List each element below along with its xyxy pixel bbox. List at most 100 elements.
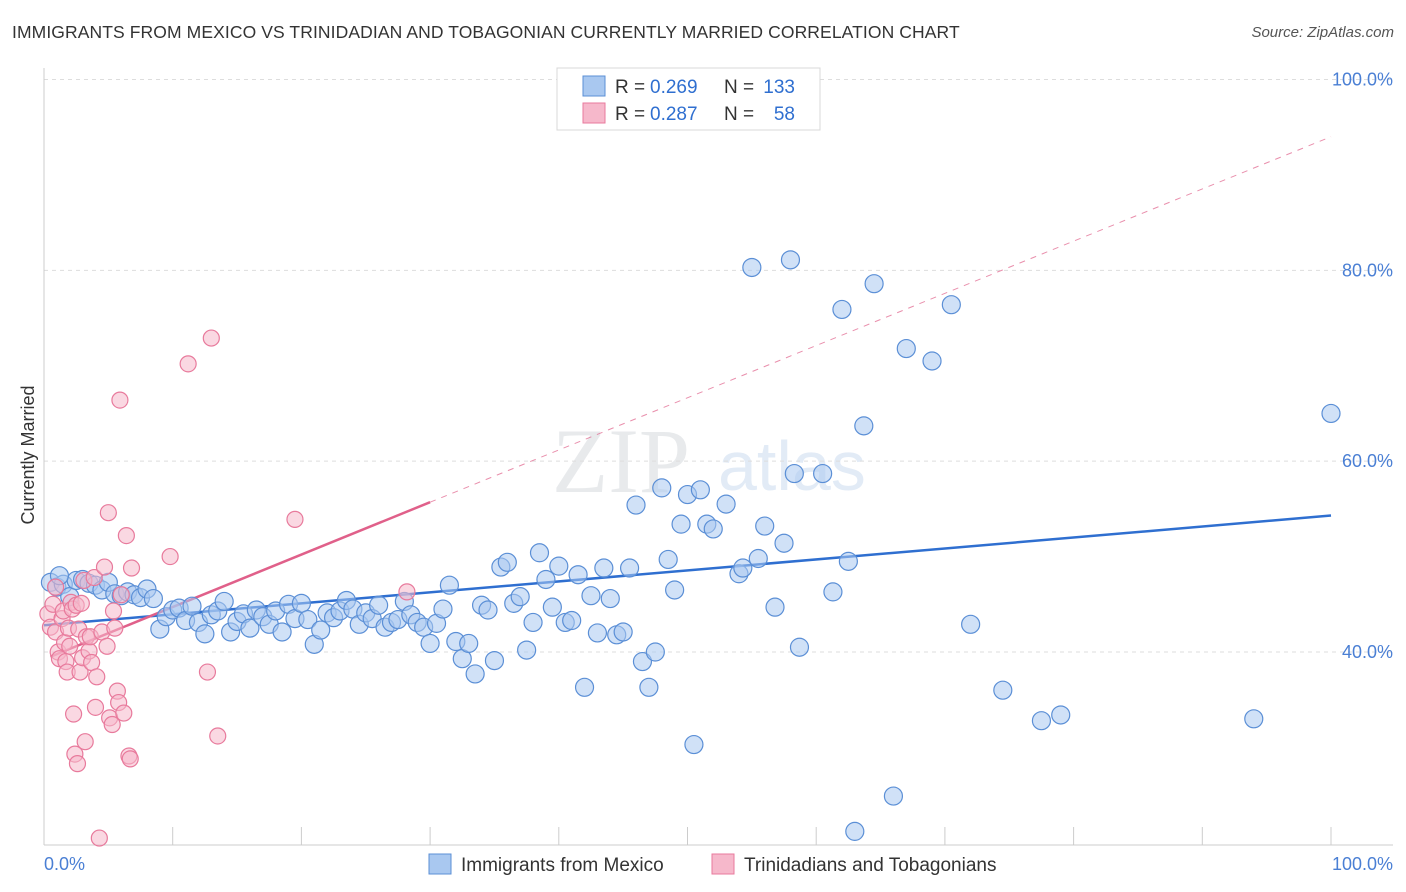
mexico-point-24 — [195, 624, 215, 644]
trinidad-point-50 — [161, 547, 179, 566]
x-tick-marks — [43, 827, 1332, 845]
grid — [44, 79, 1393, 653]
mexico-point-90 — [619, 558, 640, 578]
legend-n-value-1: 133 — [763, 77, 795, 98]
mexico-point-96 — [658, 549, 678, 570]
trinidad-point-30 — [86, 698, 105, 716]
mexico-point-112 — [780, 250, 801, 270]
mexico-point-114 — [789, 637, 810, 657]
trinidad-point-45 — [115, 704, 133, 722]
mexico-point-75 — [523, 612, 543, 633]
mexico-point-125 — [941, 295, 961, 315]
mexico-point-78 — [542, 597, 562, 617]
mexico-point-16 — [143, 588, 163, 609]
trinidad-point-31 — [88, 668, 106, 686]
mexico-point-109 — [755, 516, 775, 536]
mexico-point-113 — [784, 463, 804, 484]
bottom-legend-swatch-blue — [428, 853, 452, 875]
mexico-point-110 — [765, 597, 785, 617]
mexico-point-22 — [182, 596, 202, 616]
mexico-point-103 — [703, 519, 723, 539]
mexico-point-101 — [690, 480, 710, 500]
legend-r-label-1: R = — [615, 77, 645, 98]
mexico-point-73 — [510, 587, 530, 607]
y-tick-label-100: 100.0% — [1332, 70, 1393, 90]
trinidad-point-55 — [286, 510, 304, 528]
trinidad-point-32 — [90, 829, 108, 847]
mexico-point-84 — [581, 586, 601, 606]
bottom-legend-label-mexico: Immigrants from Mexico — [461, 855, 664, 876]
mexico-point-76 — [529, 543, 550, 563]
mexico-point-124 — [922, 351, 942, 371]
trinidad-point-57 — [46, 578, 65, 596]
trinidad-point-44 — [112, 586, 130, 604]
mexico-point-61 — [433, 599, 453, 619]
mexico-point-39 — [291, 593, 311, 613]
trinidad-point-56 — [398, 583, 416, 601]
mexico-point-108 — [748, 548, 768, 569]
mexico-point-77 — [536, 569, 556, 590]
trinidad-point-21 — [72, 594, 90, 612]
mexico-point-120 — [854, 416, 874, 436]
mexico-point-107 — [742, 257, 762, 278]
mexico-point-95 — [652, 478, 672, 498]
trinidad-point-28 — [83, 653, 101, 672]
mexico-point-111 — [774, 533, 794, 553]
trinidad-point-38 — [103, 715, 121, 734]
trinidad-point-49 — [122, 559, 141, 577]
mexico-point-127 — [993, 680, 1013, 700]
trinidad-point-15 — [65, 705, 83, 723]
mexico-point-97 — [665, 580, 685, 600]
trinidad-point-39 — [104, 602, 123, 620]
series-mexico-points — [40, 250, 1341, 841]
trinidad-point-53 — [202, 329, 220, 347]
mexico-point-27 — [214, 591, 234, 612]
mexico-point-66 — [465, 664, 485, 684]
trinidad-point-24 — [76, 733, 94, 751]
mexico-point-69 — [484, 650, 505, 671]
mexico-point-100 — [684, 734, 704, 755]
mexico-point-59 — [420, 633, 440, 654]
mexico-point-89 — [613, 622, 633, 642]
legend-n-label-2: N = — [724, 104, 754, 125]
mexico-point-36 — [272, 622, 292, 642]
mexico-point-131 — [1321, 403, 1341, 424]
mexico-point-121 — [864, 274, 884, 294]
series-trinidad-points — [39, 329, 416, 847]
legend-swatch-pink — [582, 102, 606, 124]
top-legend: R = 0.269 N = 133 R = 0.287 N = 58 — [556, 67, 821, 131]
legend-n-value-2: 58 — [774, 104, 795, 125]
trinidad-point-36 — [99, 504, 117, 522]
bottom-legend-swatch-pink — [711, 853, 735, 875]
trinidad-point-34 — [95, 558, 114, 576]
trinidad-point-52 — [198, 663, 217, 681]
mexico-point-93 — [639, 677, 659, 697]
mexico-point-79 — [549, 556, 569, 576]
mexico-point-71 — [497, 552, 517, 572]
trinidad-point-12 — [61, 637, 79, 655]
trinidad-point-40 — [106, 619, 124, 637]
mexico-point-129 — [1051, 705, 1071, 725]
y-axis-label: Currently Married — [18, 385, 38, 524]
mexico-point-91 — [626, 495, 646, 515]
mexico-point-83 — [574, 677, 595, 697]
x-tick-label-min: 0.0% — [44, 854, 85, 874]
mexico-point-98 — [671, 514, 691, 534]
mexico-point-62 — [439, 575, 460, 595]
trinidad-point-35 — [98, 637, 116, 655]
mexico-point-94 — [645, 642, 665, 662]
y-tick-labels: 40.0% 60.0% 80.0% 100.0% — [1332, 70, 1393, 663]
trinidad-point-51 — [179, 355, 197, 373]
mexico-point-130 — [1244, 709, 1264, 729]
mexico-point-85 — [587, 623, 608, 643]
bottom-legend-label-trinidad: Trinidadians and Tobagonians — [744, 855, 996, 876]
mexico-point-74 — [517, 640, 537, 660]
mexico-point-87 — [600, 588, 620, 609]
mexico-point-118 — [838, 551, 858, 571]
legend-r-value-1: 0.269 — [650, 77, 698, 98]
mexico-point-40 — [298, 609, 318, 630]
y-tick-label-40: 40.0% — [1342, 642, 1393, 662]
x-tick-label-max: 100.0% — [1332, 854, 1393, 874]
trinidad-point-48 — [121, 750, 139, 768]
